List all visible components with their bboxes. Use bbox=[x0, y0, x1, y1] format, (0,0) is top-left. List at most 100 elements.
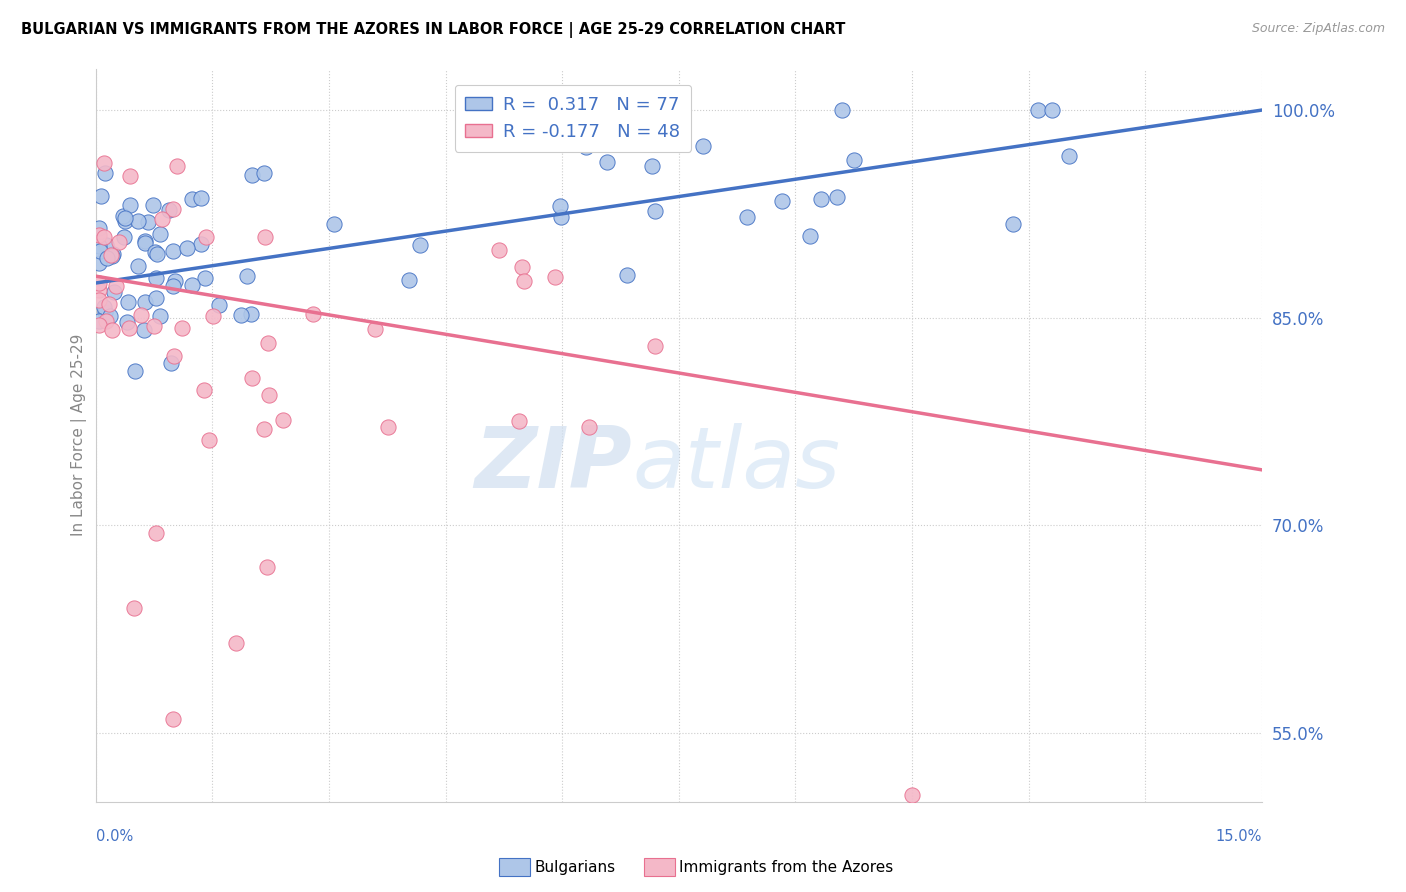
Point bbox=[831, 103, 853, 117]
Point bbox=[93, 300, 115, 314]
Point bbox=[596, 155, 619, 169]
Point bbox=[89, 228, 111, 243]
Point bbox=[619, 103, 641, 117]
Y-axis label: In Labor Force | Age 25-29: In Labor Force | Age 25-29 bbox=[72, 334, 87, 536]
Point bbox=[256, 559, 278, 574]
Point bbox=[100, 247, 122, 261]
Point bbox=[1057, 149, 1080, 163]
Point bbox=[236, 269, 259, 284]
Point bbox=[166, 160, 188, 174]
Point bbox=[193, 384, 215, 398]
Point bbox=[644, 339, 666, 353]
Point bbox=[89, 276, 111, 290]
Point bbox=[112, 230, 135, 244]
Point bbox=[124, 601, 146, 615]
Point bbox=[181, 277, 204, 292]
Point bbox=[409, 237, 432, 252]
Point bbox=[118, 169, 141, 183]
Point bbox=[89, 293, 111, 307]
Point bbox=[190, 237, 212, 252]
Point bbox=[170, 321, 193, 335]
Text: Immigrants from the Azores: Immigrants from the Azores bbox=[679, 860, 893, 874]
Point bbox=[93, 156, 115, 170]
Point bbox=[94, 314, 117, 328]
Point bbox=[93, 230, 115, 244]
Point bbox=[89, 256, 111, 270]
Point bbox=[93, 165, 115, 179]
Point bbox=[118, 321, 141, 335]
Point bbox=[644, 203, 666, 218]
Point bbox=[98, 297, 121, 311]
Point bbox=[162, 244, 184, 259]
Point bbox=[194, 270, 217, 285]
Point bbox=[115, 315, 138, 329]
Text: ZIP: ZIP bbox=[474, 423, 633, 506]
Point bbox=[256, 336, 278, 351]
Point bbox=[901, 788, 924, 802]
Point bbox=[194, 229, 217, 244]
Point bbox=[253, 422, 276, 436]
Point bbox=[143, 319, 166, 334]
Point bbox=[1040, 103, 1063, 117]
Text: BULGARIAN VS IMMIGRANTS FROM THE AZORES IN LABOR FORCE | AGE 25-29 CORRELATION C: BULGARIAN VS IMMIGRANTS FROM THE AZORES … bbox=[21, 22, 845, 38]
Point bbox=[89, 284, 111, 298]
Point bbox=[240, 370, 263, 384]
Point bbox=[127, 259, 149, 273]
Point bbox=[162, 279, 184, 293]
Point bbox=[240, 307, 263, 321]
Point bbox=[90, 189, 112, 203]
Text: Source: ZipAtlas.com: Source: ZipAtlas.com bbox=[1251, 22, 1385, 36]
Point bbox=[641, 159, 664, 173]
Point bbox=[198, 433, 221, 447]
Point bbox=[101, 249, 124, 263]
Point bbox=[513, 274, 536, 288]
Point bbox=[810, 192, 832, 206]
Point bbox=[692, 139, 714, 153]
Point bbox=[176, 241, 198, 255]
Point bbox=[844, 153, 866, 168]
Point bbox=[180, 193, 202, 207]
Point bbox=[142, 198, 165, 212]
Point bbox=[488, 243, 510, 257]
Point bbox=[111, 210, 134, 224]
Point bbox=[145, 270, 167, 285]
Point bbox=[145, 526, 167, 541]
Point bbox=[1002, 217, 1025, 231]
Point bbox=[301, 307, 323, 321]
Point bbox=[616, 268, 638, 282]
Point bbox=[94, 305, 117, 319]
Point bbox=[162, 712, 184, 726]
Point bbox=[89, 238, 111, 252]
Point bbox=[143, 245, 166, 260]
Point bbox=[201, 309, 224, 323]
Point bbox=[134, 295, 156, 310]
Text: atlas: atlas bbox=[633, 423, 841, 506]
Point bbox=[398, 273, 420, 287]
Point bbox=[149, 227, 172, 242]
Point bbox=[157, 203, 180, 218]
Point bbox=[117, 295, 139, 310]
Point bbox=[105, 279, 128, 293]
Point bbox=[550, 210, 572, 224]
Point bbox=[225, 636, 247, 650]
Point bbox=[190, 191, 212, 205]
Point bbox=[89, 221, 111, 235]
Point bbox=[159, 356, 181, 370]
Point bbox=[825, 190, 848, 204]
Point bbox=[114, 211, 136, 226]
Point bbox=[145, 291, 167, 305]
Text: 15.0%: 15.0% bbox=[1216, 829, 1263, 844]
Point bbox=[575, 140, 598, 154]
Point bbox=[120, 198, 142, 212]
Point bbox=[127, 214, 149, 228]
Point bbox=[96, 237, 118, 252]
Text: 0.0%: 0.0% bbox=[96, 829, 132, 844]
Point bbox=[229, 308, 252, 322]
Point bbox=[136, 215, 159, 229]
Point bbox=[129, 308, 152, 322]
Point bbox=[132, 323, 155, 337]
Point bbox=[89, 244, 111, 258]
Point bbox=[124, 364, 146, 378]
Point bbox=[770, 194, 793, 208]
Point bbox=[96, 251, 118, 265]
